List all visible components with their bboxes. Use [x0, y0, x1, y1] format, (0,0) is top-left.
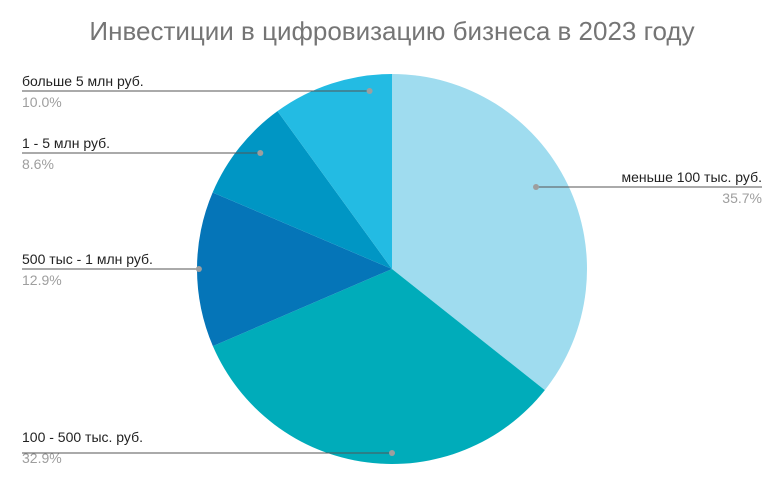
slice-percent: 32.9% [22, 450, 62, 466]
label-leader-dot [389, 450, 395, 456]
slice-label: меньше 100 тыс. руб. [621, 169, 762, 185]
pie-slice [196, 192, 392, 347]
slice-label: 100 - 500 тыс. руб. [22, 429, 143, 445]
pie-slices [196, 74, 588, 464]
slice-percent: 35.7% [722, 190, 762, 206]
label-leader-dot [366, 88, 373, 94]
pie-slice [392, 74, 588, 391]
label-leader-dot [195, 266, 202, 272]
slice-percent: 8.6% [22, 156, 54, 172]
slice-labels: меньше 100 тыс. руб. 35.7% 100 - 500 тыс. … [22, 73, 762, 466]
label-leader-dot [533, 184, 539, 190]
pie-slice [212, 269, 545, 464]
slice-label: 1 - 5 млн руб. [22, 135, 110, 151]
pie-slice [212, 111, 392, 269]
slice-label: больше 5 млн руб. [22, 73, 144, 89]
slice-percent: 12.9% [22, 272, 62, 288]
label-leader-dot [257, 150, 264, 156]
chart-title: Инвестиции в цифровизацию бизнеса в 2023… [89, 16, 694, 46]
pie-slice [277, 74, 392, 269]
slice-percent: 10.0% [22, 94, 62, 110]
slice-label: 500 тыс - 1 млн руб. [22, 251, 153, 267]
